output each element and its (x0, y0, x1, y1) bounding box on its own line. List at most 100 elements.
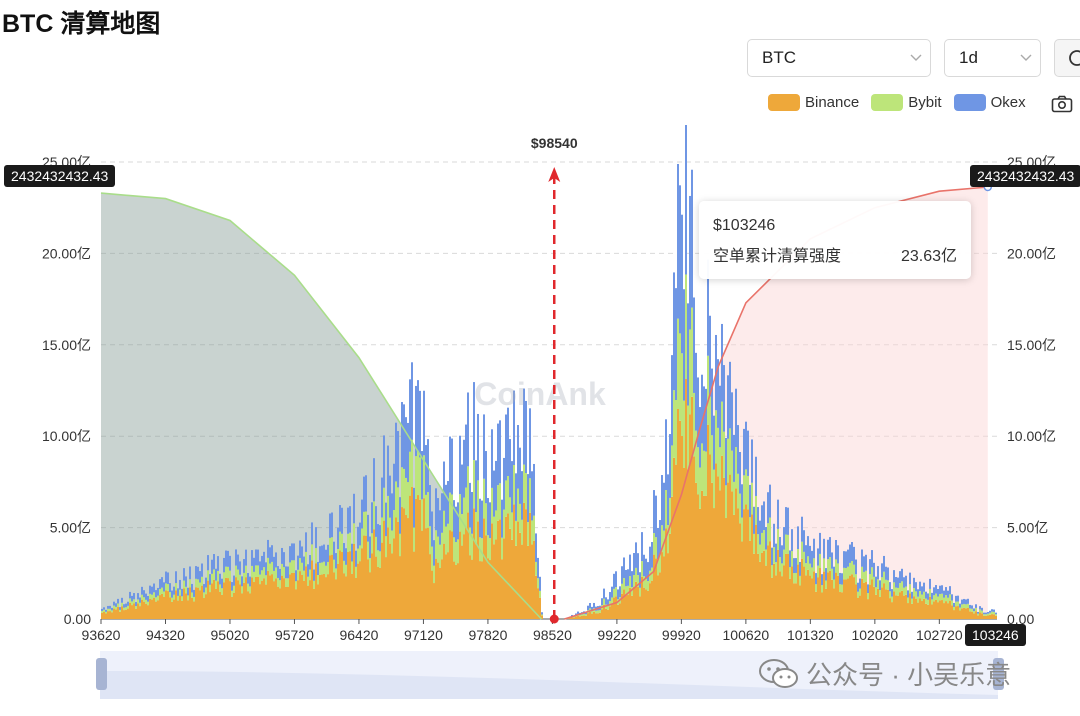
bar-bybit (381, 517, 383, 543)
zoom-slider[interactable] (100, 651, 998, 699)
bar-bybit (223, 572, 225, 583)
bar-bybit (767, 523, 769, 546)
bar-bybit (977, 613, 979, 616)
bar-bybit (105, 611, 107, 614)
bar-binance (811, 578, 813, 619)
period-select[interactable]: 1d (944, 39, 1041, 77)
bar-binance (975, 611, 977, 619)
bar-okex (243, 559, 245, 573)
bar-okex (833, 566, 835, 580)
bar-okex (661, 475, 663, 526)
bar-bybit (231, 590, 233, 597)
bar-okex (245, 549, 247, 566)
camera-icon[interactable] (1051, 95, 1073, 113)
bar-binance (829, 570, 831, 619)
legend-item-okex[interactable]: Okex (953, 94, 1026, 111)
bar-binance (625, 595, 627, 619)
bar-bybit (895, 587, 897, 596)
bar-binance (467, 512, 469, 619)
bar-bybit (683, 400, 685, 468)
bar-binance (889, 598, 891, 619)
bar-okex (541, 612, 543, 615)
bar-okex (181, 588, 183, 597)
bar-binance (145, 603, 147, 619)
bar-binance (903, 595, 905, 619)
bar-binance (317, 584, 319, 619)
bar-binance (291, 572, 293, 619)
bar-binance (967, 608, 969, 619)
bar-bybit (989, 612, 991, 615)
bar-okex (135, 601, 137, 607)
bar-binance (979, 612, 981, 619)
bar-bybit (653, 533, 655, 555)
bar-okex (705, 388, 707, 452)
bar-bybit (979, 609, 981, 613)
bar-okex (423, 390, 425, 456)
bar-bybit (495, 510, 497, 540)
bar-okex (101, 608, 103, 611)
bar-okex (957, 595, 959, 602)
bar-okex (435, 488, 437, 531)
bar-binance (869, 584, 871, 619)
bar-okex (321, 545, 323, 563)
bar-okex (509, 439, 511, 498)
bar-okex (299, 540, 301, 559)
bar-okex (701, 374, 703, 444)
bar-binance (195, 587, 197, 619)
bar-binance (365, 535, 367, 619)
bar-okex (131, 595, 133, 602)
bar-okex (709, 315, 711, 397)
bar-binance (537, 588, 539, 619)
bar-bybit (521, 519, 523, 545)
bar-okex (351, 543, 353, 562)
bar-bybit (427, 492, 429, 528)
bar-okex (829, 537, 831, 558)
bar-bybit (373, 501, 375, 530)
bar-okex (329, 513, 331, 538)
bar-binance (331, 554, 333, 619)
bar-okex (641, 532, 643, 562)
bar-bybit (829, 557, 831, 571)
bar-okex (819, 532, 821, 554)
bar-bybit (465, 487, 467, 528)
bar-binance (713, 508, 715, 619)
bar-binance (689, 414, 691, 619)
bar-binance (731, 491, 733, 619)
bar-bybit (467, 466, 469, 513)
bar-binance (897, 595, 899, 619)
bar-binance (683, 467, 685, 619)
bar-bybit (987, 613, 989, 616)
bar-binance (117, 606, 119, 619)
bar-bybit (893, 582, 895, 592)
bar-bybit (649, 570, 651, 584)
bar-bybit (621, 583, 623, 594)
bar-okex (765, 527, 767, 550)
legend-item-bybit[interactable]: Bybit (871, 94, 942, 111)
bar-binance (535, 575, 537, 619)
bar-okex (671, 355, 673, 446)
bar-bybit (121, 602, 123, 607)
bar-binance (807, 569, 809, 619)
bar-binance (399, 556, 401, 619)
bar-okex (781, 545, 783, 564)
bar-bybit (477, 480, 479, 522)
legend-item-binance[interactable]: Binance (768, 94, 859, 111)
bar-bybit (879, 590, 881, 597)
bar-bybit (925, 598, 927, 604)
bar-bybit (295, 581, 297, 590)
bar-okex (953, 602, 955, 607)
search-button[interactable] (1054, 39, 1080, 77)
bar-binance (289, 574, 291, 619)
bar-binance (469, 555, 471, 619)
bar-binance (387, 527, 389, 619)
bar-bybit (511, 512, 513, 540)
bar-okex (443, 461, 445, 511)
bar-binance (215, 588, 217, 619)
slider-handle-left[interactable] (96, 658, 107, 690)
bar-binance (737, 508, 739, 619)
bar-bybit (537, 578, 539, 589)
symbol-select[interactable]: BTC (747, 39, 931, 77)
bar-binance (183, 588, 185, 619)
bar-okex (251, 550, 253, 566)
slider-handle-right[interactable] (993, 658, 1004, 690)
